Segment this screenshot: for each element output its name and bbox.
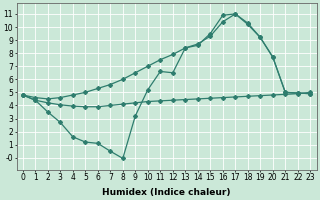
X-axis label: Humidex (Indice chaleur): Humidex (Indice chaleur) xyxy=(102,188,231,197)
